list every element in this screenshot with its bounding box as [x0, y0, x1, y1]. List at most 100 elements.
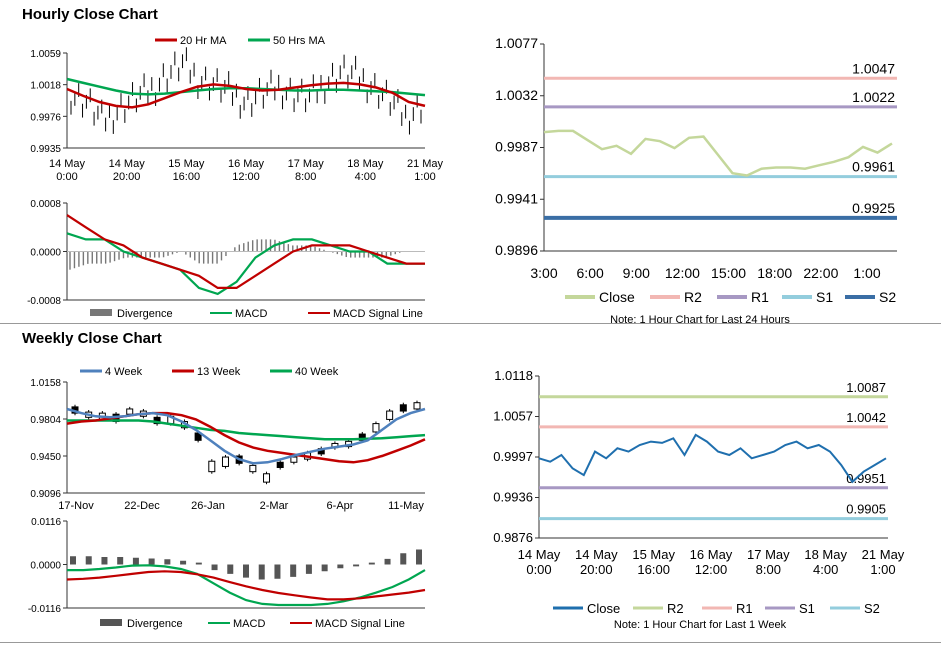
weekly-divergence-bar [164, 559, 171, 565]
hourly-macd-ytick-label: 0.0008 [30, 199, 61, 210]
weekly-price-ytick-label: 0.9450 [30, 452, 61, 463]
weekly-divergence-bar [132, 557, 139, 565]
weekly-divergence-bar [337, 564, 344, 569]
weekly-levels-note: Note: 1 Hour Chart for Last 1 Week [614, 619, 787, 631]
hourly-price-xtick-date: 21 May [407, 158, 444, 170]
weekly-divergence-bar [305, 564, 312, 574]
weekly-levels-legend-r1-label: R1 [736, 601, 753, 616]
hourly-levels-legend-s2-label: S2 [879, 289, 896, 305]
hourly-levels-ytick-label: 1.0077 [495, 35, 538, 51]
weekly-price-ytick-label: 0.9096 [30, 489, 61, 500]
weekly-levels-legend-s1-label: S1 [799, 601, 815, 616]
hourly-price-xtick-time: 8:00 [295, 171, 316, 183]
hourly-legend-macd-signal-label: MACD Signal Line [333, 308, 423, 320]
weekly-divergence-bar [148, 558, 155, 565]
hourly-levels-legend-r1-label: R1 [751, 289, 769, 305]
weekly-price-xtick: 6-Apr [327, 500, 354, 512]
weekly-candle-body [290, 456, 298, 463]
weekly-legend-4-week-label: 4 Week [105, 366, 143, 378]
weekly-levels-xtick-date: 18 May [804, 547, 847, 562]
bottom-divider [0, 642, 941, 643]
weekly-level-r2-label: 1.0087 [846, 380, 886, 395]
weekly-divergence-bar [117, 557, 124, 565]
hourly-macd-ytick-label: 0.0000 [30, 248, 61, 259]
hourly-levels-ytick-label: 0.9987 [495, 139, 538, 155]
hourly-close-line [543, 129, 893, 177]
weekly-levels-xtick-time: 8:00 [756, 562, 781, 577]
weekly-legend-macd-label: MACD [233, 618, 265, 630]
hourly-price-xtick-date: 15 May [168, 158, 205, 170]
hourly-price-ytick-label: 1.0059 [30, 49, 61, 60]
hourly-levels-ytick-label: 0.9941 [495, 190, 538, 206]
weekly-levels-ytick-label: 0.9876 [493, 530, 533, 545]
weekly-divergence-bar [353, 564, 360, 567]
weekly-legend-40-week-label: 40 Week [295, 366, 339, 378]
hourly-section-title: Hourly Close Chart [22, 6, 158, 23]
weekly-levels-xtick-date: 17 May [747, 547, 790, 562]
weekly-price-xtick: 11-May [388, 500, 424, 512]
hourly-legend-macd-label: MACD [235, 308, 267, 320]
weekly-legend-13-week-label: 13 Week [197, 366, 241, 378]
hourly-levels-ytick-label: 1.0032 [495, 87, 538, 103]
weekly-divergence-bar [101, 557, 108, 565]
hourly-legend-divergence-label: Divergence [117, 308, 173, 320]
hourly-levels-note: Note: 1 Hour Chart for Last 24 Hours [610, 314, 790, 326]
weekly-levels-legend-s2-label: S2 [864, 601, 880, 616]
weekly-macd-ytick-label: -0.0116 [28, 604, 62, 615]
weekly-levels-xtick-date: 21 May [862, 547, 905, 562]
weekly-divergence-bar [290, 564, 297, 577]
hourly-price-xtick-date: 17 May [288, 158, 325, 170]
hourly-level-s1-label: 0.9961 [852, 159, 895, 175]
weekly-legend-macd-signal-label: MACD Signal Line [315, 618, 405, 630]
weekly-levels-ytick-label: 1.0057 [493, 409, 533, 424]
hourly-levels-xtick: 15:00 [711, 265, 746, 281]
weekly-candle-body [413, 402, 421, 410]
hourly-levels-ytick-label: 0.9896 [495, 242, 538, 258]
weekly-levels-xtick-date: 16 May [690, 547, 733, 562]
weekly-candle-body [221, 456, 229, 467]
hourly-level-r1-label: 1.0022 [852, 89, 895, 105]
weekly-section-title: Weekly Close Chart [22, 330, 162, 347]
weekly-levels-ytick-label: 0.9997 [493, 449, 533, 464]
weekly-levels-ytick-label: 1.0118 [494, 368, 533, 383]
hourly-level-r2-label: 1.0047 [852, 60, 895, 76]
weekly-candle-body [249, 464, 257, 473]
hourly-price-xtick-time: 20:00 [113, 171, 141, 183]
weekly-candle-body [263, 473, 271, 483]
weekly-price-xtick: 17-Nov [58, 500, 94, 512]
weekly-price-xtick: 22-Dec [124, 500, 160, 512]
weekly-4-week-line [66, 407, 426, 465]
weekly-levels-xtick-time: 20:00 [580, 562, 613, 577]
hourly-20hr-ma-line [66, 81, 426, 109]
weekly-macd-ytick-label: 0.0000 [30, 561, 61, 572]
hourly-levels-xtick: 3:00 [530, 265, 557, 281]
weekly-levels-xtick-date: 14 May [575, 547, 618, 562]
weekly-macd-line [67, 564, 426, 607]
hourly-legend-20hr-ma-label: 20 Hr MA [180, 35, 227, 47]
hourly-price-xtick-time: 16:00 [173, 171, 201, 183]
weekly-levels-xtick-time: 16:00 [637, 562, 670, 577]
weekly-levels-legend-r2-label: R2 [667, 601, 684, 616]
hourly-price-xtick-time: 12:00 [232, 171, 260, 183]
section-divider [0, 323, 941, 324]
weekly-price-xtick: 26-Jan [191, 500, 225, 512]
weekly-divergence-bar [195, 562, 202, 565]
weekly-candle-body [358, 433, 366, 441]
weekly-divergence-bar [258, 564, 265, 580]
hourly-levels-legend-close-label: Close [599, 289, 635, 305]
weekly-candle-body [208, 460, 216, 473]
hourly-levels-legend-r2-label: R2 [684, 289, 702, 305]
hourly-levels-xtick: 12:00 [665, 265, 700, 281]
weekly-divergence-bar [274, 564, 281, 579]
hourly-price-ytick-label: 1.0018 [30, 81, 61, 92]
weekly-divergence-bar [180, 560, 187, 565]
hourly-levels-xtick: 9:00 [623, 265, 650, 281]
hourly-signal-line [66, 214, 425, 289]
weekly-levels-ytick-label: 0.9936 [493, 490, 533, 505]
hourly-legend-50hrs-ma-label: 50 Hrs MA [273, 35, 326, 47]
weekly-macd-ytick-label: 0.0116 [31, 517, 61, 528]
hourly-price-xtick-date: 14 May [109, 158, 146, 170]
hourly-price-xtick-time: 0:00 [56, 171, 77, 183]
weekly-levels-xtick-date: 14 May [518, 547, 561, 562]
hourly-levels-xtick: 22:00 [803, 265, 838, 281]
